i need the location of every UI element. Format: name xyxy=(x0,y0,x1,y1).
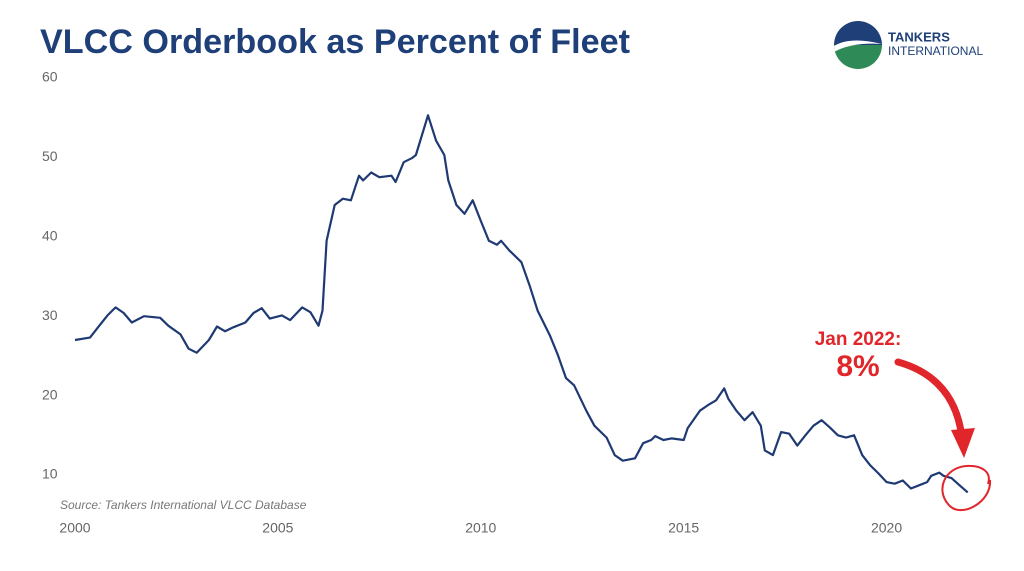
y-tick-label: 20 xyxy=(42,386,58,402)
annotation-arrow xyxy=(894,358,966,442)
chart-title: VLCC Orderbook as Percent of Fleet xyxy=(40,23,630,61)
y-tick-label: 10 xyxy=(42,466,58,482)
annotation-label: Jan 2022: xyxy=(815,329,902,350)
y-tick-label: 50 xyxy=(42,148,58,164)
source-note: Source: Tankers International VLCC Datab… xyxy=(60,498,307,512)
y-tick-label: 60 xyxy=(42,69,58,85)
x-tick-label: 2005 xyxy=(262,520,293,536)
x-tick-label: 2010 xyxy=(465,520,496,536)
y-tick-label: 30 xyxy=(42,307,58,323)
x-tick-label: 2000 xyxy=(59,520,90,536)
series-line xyxy=(74,114,969,494)
x-tick-label: 2015 xyxy=(668,520,699,536)
logo-text: TANKERS xyxy=(888,29,950,44)
annotation-arrowhead xyxy=(951,428,975,458)
annotation-circle xyxy=(941,464,992,511)
logo-text: INTERNATIONAL xyxy=(888,44,983,58)
y-tick-label: 40 xyxy=(42,227,58,243)
annotation-value: 8% xyxy=(836,350,879,383)
x-tick-label: 2020 xyxy=(871,520,902,536)
annotation: Jan 2022: 8% xyxy=(815,329,992,511)
